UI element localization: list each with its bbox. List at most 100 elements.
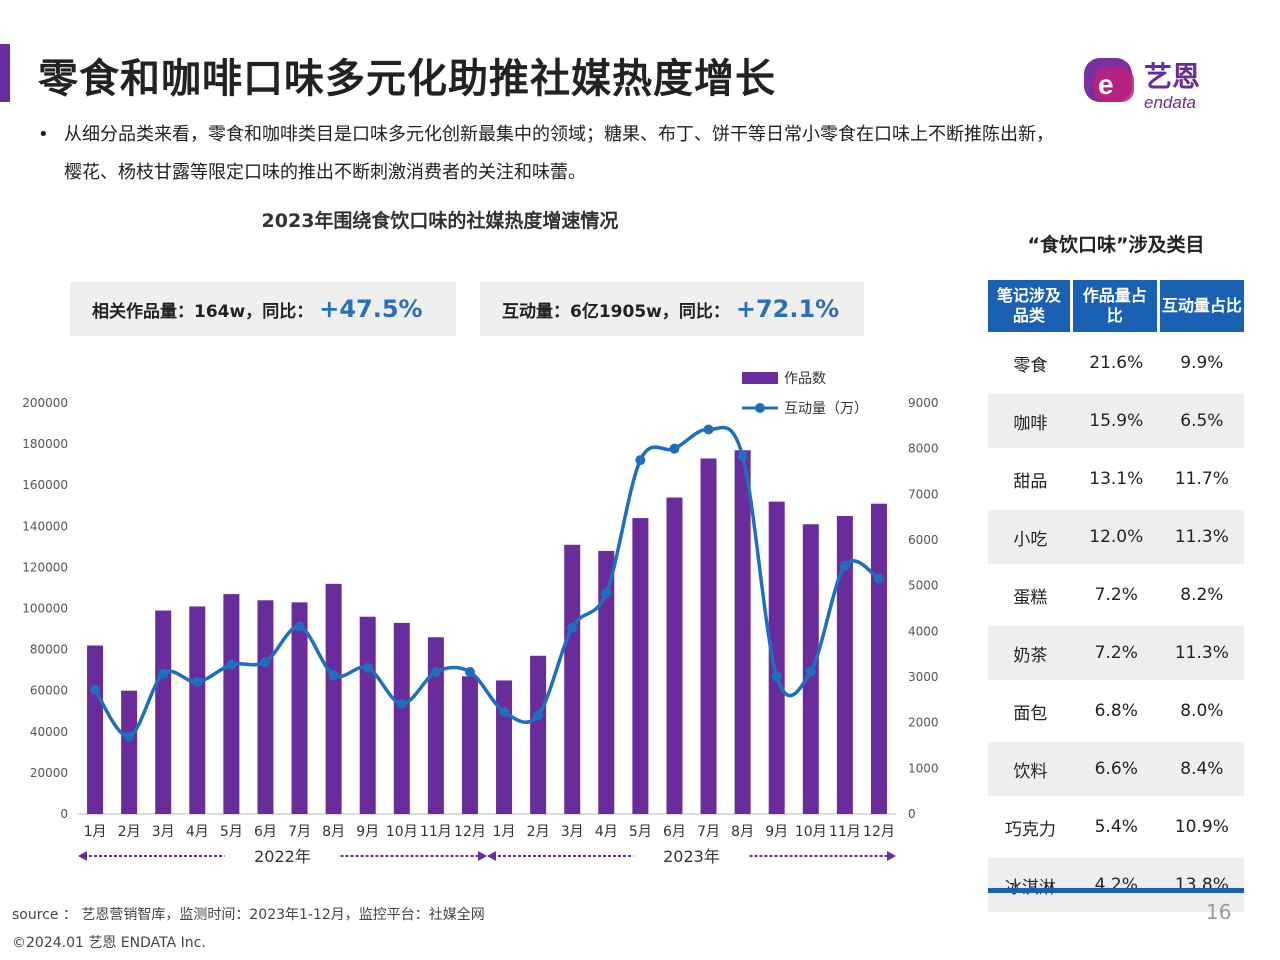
interact-growth-value: +72.1% [735,295,840,323]
table-cell-category: 巧克力 [988,796,1073,854]
table-bottom-rule [988,888,1244,893]
title-accent-bar [0,44,10,102]
y-right-tick-label: 4000 [908,624,939,638]
line-point [328,670,339,681]
table-cell-works: 13.1% [1072,448,1160,506]
y-left-tick-label: 80000 [30,643,68,657]
combo-chart: 0200004000060000800001000001200001400001… [22,371,939,866]
bar-works [598,550,615,814]
y-right-tick-label: 2000 [908,716,939,730]
table-cell-interact: 11.7% [1159,448,1244,506]
line-point [499,706,510,717]
x-tick-label: 3月 [561,824,584,840]
table-body: 零食 21.6% 9.9% 咖啡 15.9% 6.5% 甜品 13.1% 11.7% 小吃 12.0… [988,332,1244,912]
category-table: 笔记涉及品类 作品量占比 互动量占比 零食 21.6% 9.9% 咖啡 15.9% 6.5… [988,280,1244,912]
line-point [430,666,441,677]
endata-logo-icon: e [1084,58,1134,102]
table-cell-interact: 11.3% [1159,506,1244,564]
page-number: 16 [1206,900,1232,924]
line-point [533,710,544,721]
arrow-right-icon [887,851,896,861]
interact-stat-label: 互动量：6亿1905w，同比： [502,301,730,322]
bar-works [768,501,785,814]
bar-works [121,690,138,814]
bar-works [870,503,887,814]
table-cell-category: 咖啡 [988,390,1073,448]
x-tick-label: 8月 [731,824,754,840]
works-growth-value: +47.5% [319,295,423,323]
x-tick-label: 7月 [288,824,311,840]
x-tick-label: 8月 [322,824,345,840]
bar-works [189,606,206,814]
table-cell-interact: 11.3% [1159,622,1244,680]
works-stat-box: 相关作品量：164w，同比： +47.5% [70,282,456,336]
legend-bar-swatch [742,372,778,384]
bar-works [359,616,376,814]
summary-text: 从细分品类来看，零食和咖啡类目是口味多元化创新最集中的领域；糖果、布丁、饼干等日… [64,124,1054,183]
bar-works [836,516,853,814]
bar-works [461,676,478,814]
table-title: “食饮口味”涉及类目 [1027,234,1205,256]
bar-works [496,680,513,814]
y-left-tick-label: 120000 [22,560,68,574]
bar-works [393,622,410,814]
table-cell-category: 饮料 [988,738,1073,796]
table-cell-category: 甜品 [988,448,1073,506]
table-cell-category: 奶茶 [988,622,1073,680]
y-left-tick-label: 0 [60,807,68,821]
bar-works [257,600,274,814]
y-left-tick-label: 60000 [30,684,68,698]
x-tick-label: 12月 [454,824,486,840]
x-tick-label: 5月 [220,824,243,840]
works-stat-label: 相关作品量：164w，同比： [92,301,314,322]
arrow-right-icon [478,851,487,861]
line-point [396,698,407,709]
x-tick-label: 1月 [84,824,107,840]
bar-works [427,637,444,814]
bar-works [632,518,649,814]
bar-works [666,497,683,814]
table-cell-category: 零食 [988,332,1073,390]
table-header-interact: 互动量占比 [1159,280,1244,332]
table-row: 咖啡 15.9% 6.5% [988,390,1244,448]
table-header-works: 作品量占比 [1072,280,1160,332]
x-tick-label: 4月 [595,824,618,840]
y-left-tick-label: 160000 [22,478,68,492]
table-cell-interact: 8.2% [1159,564,1244,622]
y-left-tick-label: 180000 [22,437,68,451]
y-right-tick-label: 6000 [908,533,939,547]
line-point [805,666,816,677]
bar-works [700,458,717,814]
table-cell-works: 21.6% [1072,332,1160,390]
logo-text: 艺恩 [1144,60,1200,93]
line-point [260,656,271,667]
copyright: ©2024.01 艺恩 ENDATA Inc. [12,935,206,951]
x-tick-label: 12月 [863,824,895,840]
table-header-category: 笔记涉及品类 [988,280,1073,332]
x-tick-label: 5月 [629,824,652,840]
table-cell-category: 蛋糕 [988,564,1073,622]
y-right-tick-label: 1000 [908,761,939,775]
line-point [90,684,101,695]
bar-works [564,544,581,814]
table-row: 巧克力 5.4% 10.9% [988,796,1244,854]
x-tick-label: 11月 [829,824,861,840]
bar-works [223,594,240,814]
line-interaction [93,425,880,739]
table-row: 奶茶 7.2% 11.3% [988,622,1244,680]
bar-works [734,450,751,814]
y-right-tick-label: 3000 [908,670,939,684]
table-row: 零食 21.6% 9.9% [988,332,1244,390]
table-row: 甜品 13.1% 11.7% [988,448,1244,506]
bar-works [530,655,547,814]
x-tick-label: 7月 [697,824,720,840]
table-cell-works: 7.2% [1072,564,1160,622]
table-cell-interact: 9.9% [1159,332,1244,390]
line-point [703,424,714,435]
table-header-row: 笔记涉及品类 作品量占比 互动量占比 [988,280,1244,332]
line-point [771,671,782,682]
line-point [601,587,612,598]
x-tick-label: 6月 [663,824,686,840]
year-group-label: 2022年 [254,847,311,866]
table-cell-works: 5.4% [1072,796,1160,854]
